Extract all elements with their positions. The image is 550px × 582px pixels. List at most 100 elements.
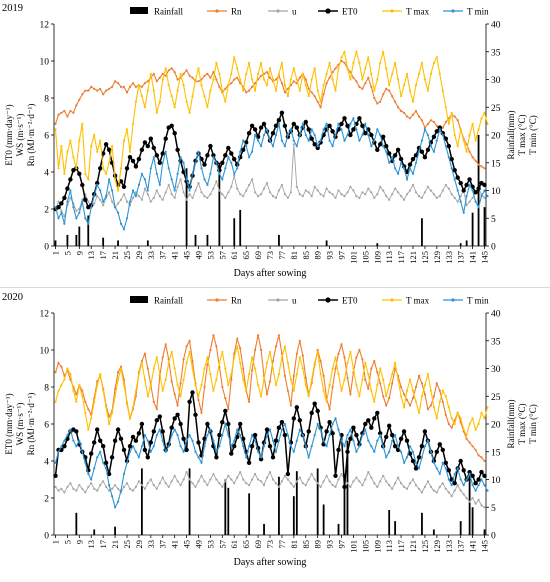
x-tick-label: 129 — [432, 540, 442, 553]
data-point — [441, 189, 444, 192]
data-point — [60, 211, 63, 214]
data-point — [197, 150, 200, 153]
data-point — [477, 422, 480, 426]
rainfall-bar — [292, 496, 295, 535]
data-point — [294, 405, 299, 410]
x-tick-label: 49 — [193, 540, 203, 549]
data-point — [420, 456, 423, 459]
data-point — [167, 69, 170, 72]
data-point — [400, 385, 403, 389]
data-point — [233, 172, 236, 175]
data-point — [331, 78, 334, 81]
x-tick-label: 117 — [396, 251, 406, 263]
legend-marker — [390, 298, 394, 302]
data-point — [103, 460, 109, 465]
data-point — [443, 136, 448, 141]
data-point — [450, 167, 453, 170]
data-point — [382, 474, 385, 477]
data-point — [468, 472, 471, 475]
data-point — [251, 369, 254, 372]
data-point — [260, 145, 263, 148]
data-point — [185, 345, 188, 348]
data-point — [63, 109, 66, 113]
data-point — [468, 441, 471, 444]
data-point — [298, 476, 301, 479]
data-point — [369, 132, 374, 138]
data-point — [254, 191, 257, 194]
data-point — [340, 472, 343, 476]
data-point — [122, 384, 126, 387]
data-point — [155, 189, 158, 192]
data-point — [137, 183, 140, 186]
data-point — [212, 78, 215, 81]
data-point — [164, 191, 167, 194]
data-point — [349, 71, 352, 74]
data-point — [334, 89, 337, 92]
x-tick-label: 9 — [74, 540, 84, 544]
data-point — [224, 100, 227, 103]
data-point — [128, 150, 132, 153]
data-point — [361, 378, 364, 381]
data-point — [197, 67, 200, 70]
data-point — [268, 471, 272, 474]
data-point — [248, 61, 251, 64]
x-tick-label: 121 — [408, 251, 418, 264]
data-point — [325, 187, 328, 190]
data-point — [122, 485, 126, 488]
data-point — [285, 471, 291, 477]
data-point — [453, 178, 456, 181]
data-point — [277, 189, 280, 192]
data-point — [105, 172, 108, 175]
data-point — [337, 478, 340, 481]
data-point — [400, 395, 403, 398]
x-tick-label: 85 — [301, 251, 311, 260]
data-point — [286, 87, 289, 90]
data-point — [301, 72, 304, 75]
data-point — [400, 95, 403, 98]
data-point — [57, 113, 60, 116]
data-point — [328, 434, 331, 437]
x-tick-label: 37 — [158, 540, 168, 549]
data-point — [265, 128, 269, 131]
data-point — [127, 444, 133, 449]
data-point — [161, 439, 164, 442]
data-point — [336, 447, 341, 453]
data-point — [306, 429, 311, 434]
data-point — [316, 189, 319, 192]
data-point — [429, 119, 432, 122]
panel-divider — [0, 287, 550, 288]
data-point — [429, 189, 432, 192]
data-point — [471, 156, 474, 159]
x-tick-label: 113 — [384, 251, 394, 263]
data-point — [367, 56, 370, 59]
data-point — [352, 76, 355, 79]
y-tick-label-right: 15 — [491, 448, 501, 458]
data-point — [277, 439, 280, 442]
rainfall-bar — [102, 237, 105, 246]
data-point — [111, 487, 114, 490]
data-point — [337, 428, 340, 431]
data-point — [301, 367, 304, 370]
data-point — [286, 196, 289, 199]
data-point — [471, 445, 474, 448]
data-point — [444, 413, 447, 416]
data-point — [131, 122, 135, 125]
data-point — [355, 80, 358, 83]
data-point — [242, 139, 245, 142]
data-point — [191, 95, 194, 98]
data-point — [194, 485, 197, 488]
data-point — [319, 428, 322, 431]
data-point — [164, 450, 167, 453]
data-point — [369, 425, 374, 430]
y-tick-label-left: 2 — [44, 495, 49, 505]
data-point — [193, 412, 198, 417]
data-point — [262, 484, 266, 487]
data-point — [426, 122, 429, 125]
data-point — [279, 110, 285, 116]
y-axis-label-left: WS (m·s⁻¹) — [15, 403, 25, 446]
data-point — [99, 87, 102, 90]
data-point — [143, 178, 146, 181]
data-point — [241, 436, 246, 441]
data-point — [229, 451, 234, 456]
data-point — [403, 461, 406, 464]
